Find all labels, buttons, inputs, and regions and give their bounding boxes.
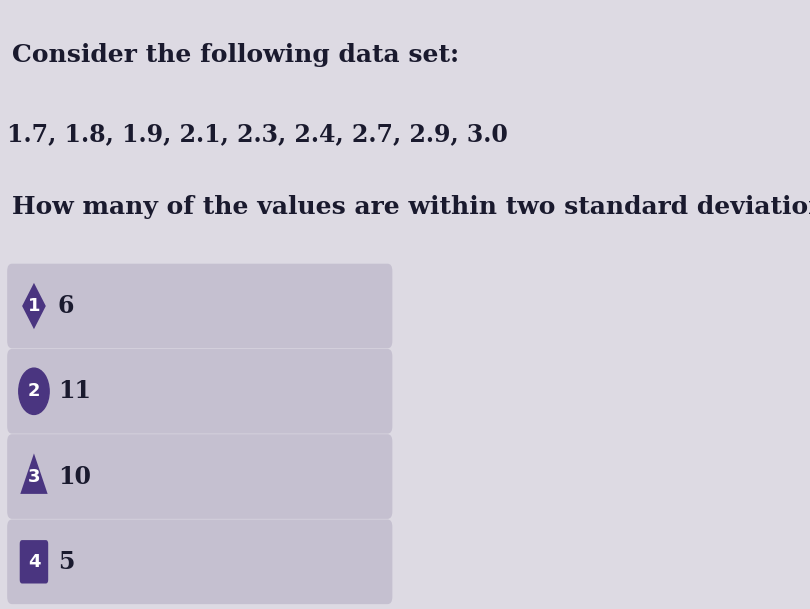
FancyBboxPatch shape [19,540,49,583]
Polygon shape [20,453,48,494]
Text: 3: 3 [28,468,40,485]
Text: 2: 2 [28,382,40,400]
Text: 1.2, 1.4, 1.7, 1.8, 1.9, 2.1, 2.3, 2.4, 2.7, 2.9, 3.0: 1.2, 1.4, 1.7, 1.8, 1.9, 2.1, 2.3, 2.4, … [0,122,508,146]
FancyBboxPatch shape [7,349,392,434]
Text: How many of the values are within two standard deviations of the mean?: How many of the values are within two st… [12,195,810,219]
Text: Consider the following data set:: Consider the following data set: [12,43,459,66]
Text: 10: 10 [58,465,91,488]
Polygon shape [22,283,46,329]
Text: 11: 11 [58,379,91,403]
Text: 4: 4 [28,553,40,571]
FancyBboxPatch shape [7,434,392,519]
FancyBboxPatch shape [7,519,392,604]
Text: 6: 6 [58,294,75,318]
Text: 5: 5 [58,550,75,574]
Text: 1: 1 [28,297,40,315]
Circle shape [19,368,49,414]
FancyBboxPatch shape [7,264,392,348]
